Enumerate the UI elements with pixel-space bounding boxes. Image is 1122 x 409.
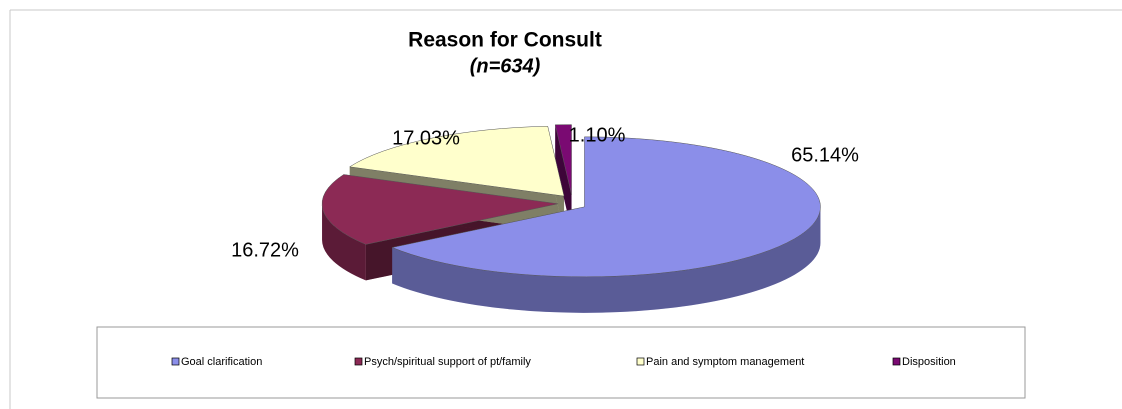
slice-shade bbox=[555, 124, 572, 231]
data-label: 17.03% bbox=[392, 127, 460, 149]
legend-label: Pain and symptom management bbox=[646, 356, 804, 368]
legend-swatch bbox=[636, 357, 645, 366]
legend-label: Psych/spiritual support of pt/family bbox=[364, 356, 531, 368]
slice-shade bbox=[322, 203, 366, 281]
legend-label: Goal clarification bbox=[181, 356, 262, 368]
legend-label: Disposition bbox=[902, 356, 956, 368]
slice-shade bbox=[392, 206, 821, 313]
slice bbox=[321, 174, 559, 245]
legend-box bbox=[96, 326, 1026, 399]
slice bbox=[391, 136, 821, 278]
legend: Goal clarification Psych/spiritual suppor… bbox=[171, 356, 956, 368]
data-label: 1.10% bbox=[569, 124, 626, 146]
chart-subtitle: (n=634) bbox=[470, 55, 541, 77]
legend-swatch bbox=[354, 357, 363, 366]
slice-wall bbox=[392, 206, 821, 313]
data-label: 65.14% bbox=[791, 144, 859, 166]
legend-swatch bbox=[171, 357, 180, 366]
pie: 65.14% 16.72% 17.03% 1.10% bbox=[231, 124, 859, 313]
slice bbox=[554, 124, 572, 195]
data-label: 16.72% bbox=[231, 239, 299, 261]
slice-wall bbox=[322, 203, 366, 281]
slice bbox=[348, 125, 565, 197]
chart-title: Reason for Consult bbox=[408, 29, 602, 52]
legend-swatch bbox=[892, 357, 901, 366]
